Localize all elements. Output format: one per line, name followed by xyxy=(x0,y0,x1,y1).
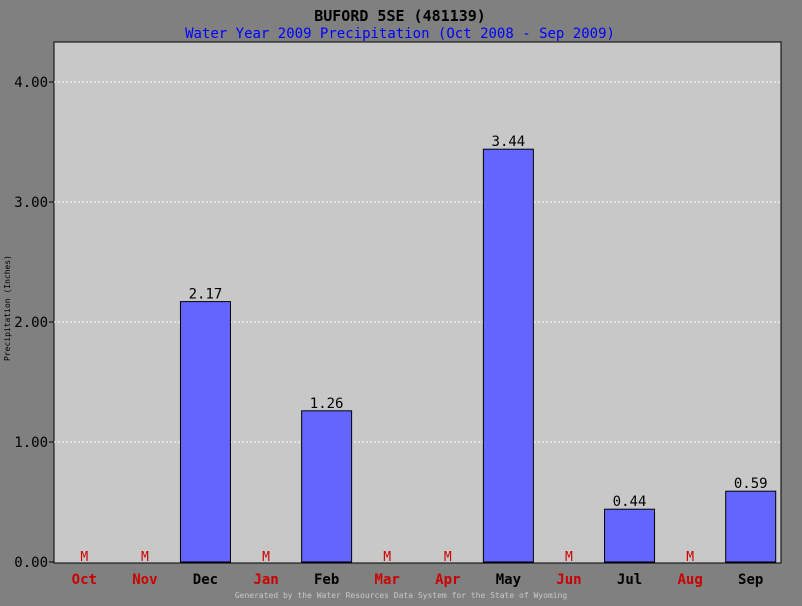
missing-marker: M xyxy=(686,550,694,565)
y-tick-label: 1.00 xyxy=(14,435,48,451)
x-tick-label: Mar xyxy=(375,572,400,588)
x-axis: Oct Nov Dec Jan Feb Mar Apr May Jun Jul Aug Sep xyxy=(72,572,764,588)
missing-marker: M xyxy=(565,550,573,565)
x-tick-label: Apr xyxy=(435,572,460,588)
y-axis-label: Precipitation (Inches) xyxy=(3,255,12,361)
value-labels: M M 2.17 M 1.26 M M 3.44 M 0.44 M 0.59 xyxy=(80,134,767,565)
bar-value-label: 2.17 xyxy=(189,287,223,303)
bar xyxy=(604,508,656,563)
bar xyxy=(482,148,534,563)
x-tick-label: May xyxy=(496,572,522,588)
x-tick-label: Feb xyxy=(314,572,339,588)
bar xyxy=(179,301,231,563)
x-tick-label: Sep xyxy=(738,572,763,588)
bar-value-label: 0.59 xyxy=(734,476,768,492)
chart-subtitle: Water Year 2009 Precipitation (Oct 2008 … xyxy=(185,26,615,42)
bar-value-label: 0.44 xyxy=(613,494,647,510)
missing-marker: M xyxy=(262,550,270,565)
missing-marker: M xyxy=(80,550,88,565)
bar-value-label: 3.44 xyxy=(492,134,526,150)
gridlines xyxy=(54,81,781,443)
x-tick-label: Jan xyxy=(253,572,278,588)
y-tick-label: 3.00 xyxy=(14,195,48,211)
chart-title: BUFORD 5SE (481139) xyxy=(314,7,486,25)
x-tick-label: Jul xyxy=(617,572,642,588)
bar xyxy=(301,410,353,563)
y-axis: 0.00 1.00 2.00 3.00 4.00 xyxy=(14,75,54,571)
y-tick-label: 4.00 xyxy=(14,75,48,91)
missing-marker: M xyxy=(383,550,391,565)
y-tick-label: 0.00 xyxy=(14,555,48,571)
bar-value-label: 1.26 xyxy=(310,396,344,412)
x-tick-label: Jun xyxy=(556,572,581,588)
x-tick-label: Aug xyxy=(677,572,702,588)
y-tick-label: 2.00 xyxy=(14,315,48,331)
x-tick-label: Oct xyxy=(72,572,97,588)
plot-area xyxy=(53,41,782,564)
missing-marker: M xyxy=(444,550,452,565)
footer-credit: Generated by the Water Resources Data Sy… xyxy=(235,591,568,600)
x-tick-label: Dec xyxy=(193,572,218,588)
missing-marker: M xyxy=(141,550,149,565)
x-tick-label: Nov xyxy=(132,572,157,588)
bars xyxy=(179,148,777,563)
bar xyxy=(725,490,777,563)
